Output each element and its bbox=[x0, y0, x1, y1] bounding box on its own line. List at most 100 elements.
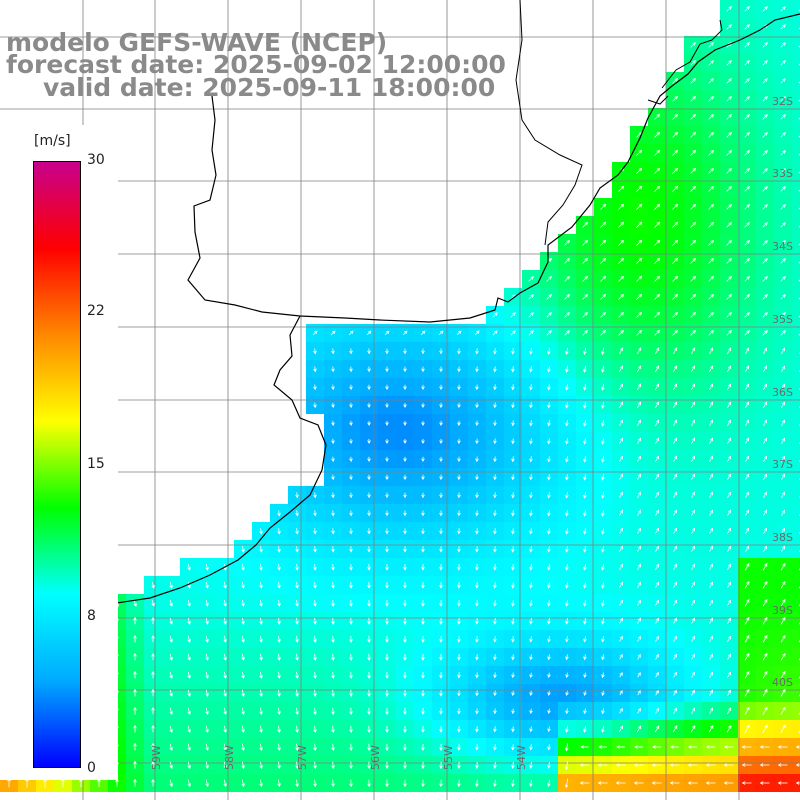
lat-label: 40S bbox=[772, 676, 793, 689]
wind-arrow bbox=[744, 132, 750, 138]
wind-arrow bbox=[690, 257, 697, 264]
wind-arrow bbox=[619, 563, 623, 570]
wind-arrow bbox=[493, 420, 497, 427]
wind-arrow bbox=[457, 384, 461, 391]
wind-arrow bbox=[529, 636, 533, 643]
wind-arrow bbox=[601, 491, 605, 499]
wind-arrow bbox=[457, 672, 461, 679]
wind-cell bbox=[792, 306, 800, 324]
wind-arrow bbox=[705, 781, 716, 785]
wind-arrow bbox=[349, 384, 353, 391]
wind-arrow bbox=[295, 743, 299, 752]
wind-arrow bbox=[457, 402, 461, 409]
wind-arrow bbox=[547, 726, 551, 733]
wind-arrow bbox=[439, 761, 443, 770]
wind-arrow bbox=[709, 599, 713, 606]
wind-arrow bbox=[241, 689, 245, 698]
wind-arrow bbox=[529, 690, 533, 697]
wind-arrow bbox=[619, 581, 623, 588]
wind-arrow bbox=[654, 131, 661, 138]
wind-arrow bbox=[511, 528, 515, 535]
wind-arrow bbox=[618, 347, 624, 355]
wind-arrow bbox=[385, 671, 389, 679]
wind-arrow bbox=[277, 581, 281, 589]
wind-arrow bbox=[727, 383, 732, 391]
wind-arrow bbox=[385, 725, 389, 734]
wind-arrow bbox=[403, 779, 407, 788]
wind-arrow bbox=[762, 222, 768, 228]
wind-arrow bbox=[313, 653, 317, 661]
wind-arrow bbox=[673, 563, 677, 570]
wind-arrow bbox=[528, 276, 534, 282]
wind-arrow bbox=[511, 456, 515, 463]
wind-arrow bbox=[493, 348, 497, 355]
wind-arrow bbox=[655, 653, 659, 660]
wind-arrow bbox=[745, 455, 749, 462]
wind-arrow bbox=[709, 635, 713, 642]
wind-cell bbox=[792, 360, 800, 378]
wind-cell bbox=[792, 468, 800, 486]
wind-arrow bbox=[709, 401, 714, 408]
wind-arrow bbox=[529, 456, 533, 463]
wind-arrow bbox=[582, 275, 589, 282]
wind-arrow bbox=[673, 635, 677, 642]
wind-arrow bbox=[745, 527, 749, 534]
wind-arrow bbox=[655, 509, 659, 516]
wind-arrow bbox=[403, 366, 407, 373]
wind-arrow bbox=[673, 671, 677, 678]
wind-arrow bbox=[439, 366, 443, 373]
wind-arrow bbox=[798, 261, 800, 264]
wind-arrow bbox=[421, 474, 425, 481]
wind-arrow bbox=[403, 564, 407, 571]
wind-arrow bbox=[777, 781, 788, 785]
wind-arrow bbox=[187, 653, 191, 661]
forecast-date: forecast date: 2025-09-02 12:00:00 bbox=[6, 50, 506, 79]
wind-arrow bbox=[241, 599, 245, 607]
wind-arrow bbox=[565, 563, 569, 571]
wind-arrow bbox=[367, 725, 371, 734]
wind-arrow bbox=[259, 563, 263, 571]
wind-arrow bbox=[726, 221, 733, 228]
wind-cell bbox=[792, 270, 800, 288]
wind-arrow bbox=[565, 402, 569, 409]
wind-arrow bbox=[169, 617, 173, 625]
wind-arrow bbox=[457, 708, 461, 715]
wind-arrow bbox=[744, 96, 750, 102]
wind-arrow bbox=[367, 582, 371, 589]
wind-arrow bbox=[151, 778, 155, 787]
wind-cell bbox=[792, 648, 800, 666]
wind-arrow bbox=[579, 781, 590, 785]
wind-arrow bbox=[655, 563, 659, 570]
wind-arrow bbox=[439, 564, 443, 571]
wind-arrow bbox=[601, 347, 605, 356]
wind-arrow bbox=[564, 778, 569, 789]
wind-arrow bbox=[651, 781, 662, 785]
wind-arrow bbox=[762, 6, 768, 12]
wind-arrow bbox=[295, 725, 299, 734]
wind-cell bbox=[792, 252, 800, 270]
wind-arrow bbox=[385, 600, 389, 607]
wind-arrow bbox=[583, 672, 587, 679]
wind-arrow bbox=[259, 635, 263, 643]
wind-arrow bbox=[385, 635, 389, 643]
wind-arrow bbox=[741, 745, 752, 749]
wind-arrow bbox=[690, 311, 697, 318]
wind-arrow bbox=[780, 599, 786, 607]
wind-arrow bbox=[744, 24, 750, 30]
wind-arrow bbox=[169, 779, 173, 788]
wind-arrow bbox=[780, 724, 786, 734]
wind-arrow bbox=[313, 384, 317, 391]
lon-label: 59W bbox=[150, 745, 163, 770]
wind-arrow bbox=[457, 510, 461, 517]
wind-arrow bbox=[780, 294, 786, 300]
wind-arrow bbox=[744, 688, 750, 697]
wind-arrow bbox=[403, 384, 407, 391]
wind-arrow bbox=[762, 563, 768, 571]
wind-arrow bbox=[259, 599, 263, 607]
wind-arrow bbox=[637, 401, 642, 408]
wind-arrow bbox=[691, 563, 695, 570]
wind-arrow bbox=[330, 330, 336, 336]
wind-arrow bbox=[672, 77, 679, 84]
wind-arrow bbox=[601, 672, 605, 679]
